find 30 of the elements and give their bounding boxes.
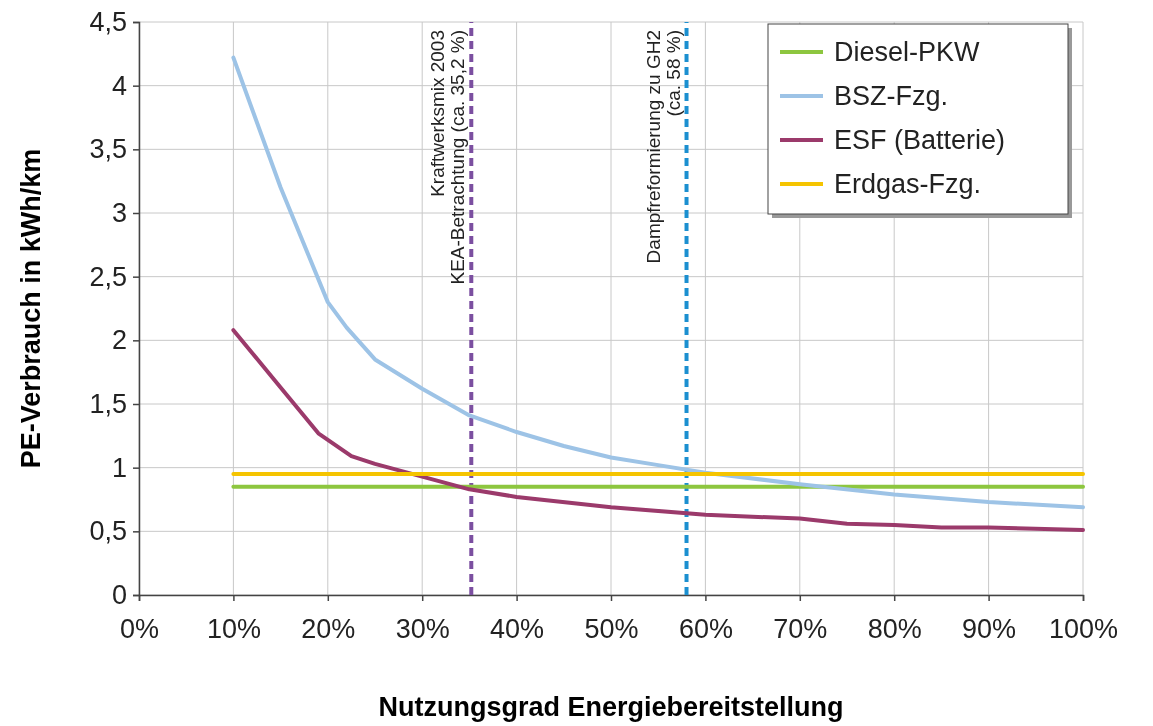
x-tick-label: 90% [962, 614, 1017, 645]
x-tick-label: 30% [395, 614, 450, 645]
x-tick-label: 10% [206, 614, 261, 645]
y-tick-label: 0 [111, 580, 127, 611]
x-tick-label: 60% [678, 614, 733, 645]
x-tick-label: 50% [584, 614, 639, 645]
y-tick-label: 2,5 [89, 261, 127, 292]
y-tick-label: 3 [111, 198, 127, 229]
line-series [231, 328, 1085, 533]
legend-label: BSZ-Fzg. [834, 81, 949, 111]
x-tick-label: 70% [773, 614, 828, 645]
y-axis-title: PE-Verbrauch in kWh/km [16, 148, 46, 469]
x-tick-label: 100% [1048, 614, 1119, 645]
x-tick-label: 80% [867, 614, 922, 645]
x-tick-label: 40% [490, 614, 545, 645]
y-tick-label: 1,5 [89, 389, 127, 420]
legend-label: Erdgas-Fzg. [834, 169, 982, 199]
y-tick-label: 1 [111, 452, 127, 483]
x-tick-label: 20% [301, 614, 356, 645]
legend-label: Diesel-PKW [834, 37, 981, 67]
y-tick-label: 4 [111, 70, 127, 101]
y-tick-label: 4,5 [89, 7, 127, 38]
legend-label: ESF (Batterie) [834, 125, 1006, 155]
y-tick-label: 3,5 [89, 134, 127, 165]
ref-line-label: Dampfreformierung zu GH2 (ca. 58 %) [642, 30, 684, 264]
x-tick-label: 0% [119, 614, 160, 645]
ref-line-label: Kraftwerksmix 2003 KEA-Betrachtung (ca. 35,2 %) [427, 30, 469, 285]
x-axis-title: Nutzungsgrad Energiebereitstellung [378, 692, 844, 722]
y-tick-label: 2 [111, 325, 127, 356]
y-tick-label: 0,5 [89, 516, 127, 547]
